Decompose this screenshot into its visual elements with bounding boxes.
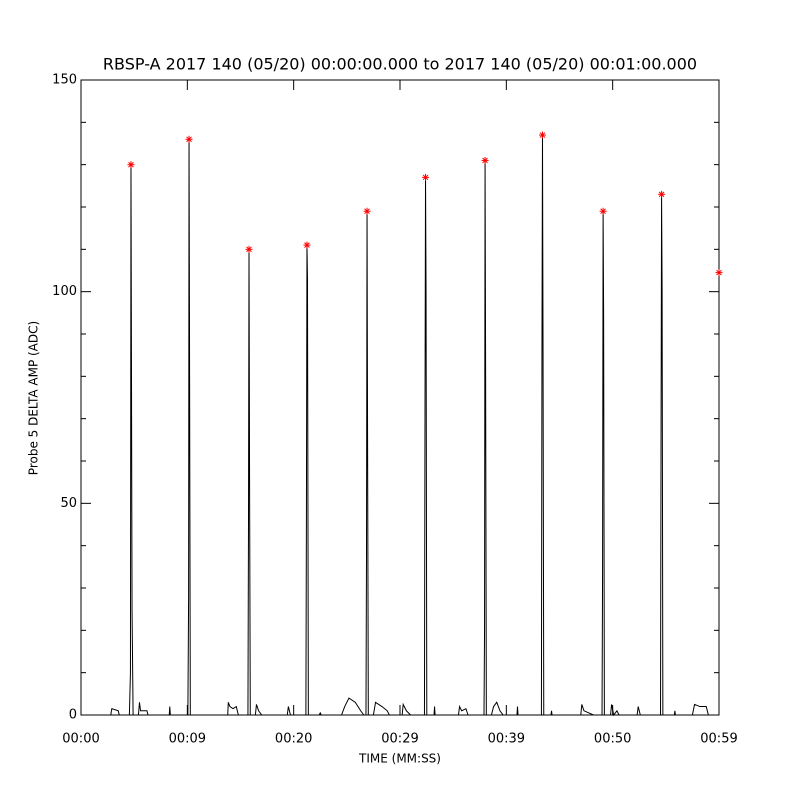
x-tick-label: 00:29 (381, 732, 418, 747)
marker-stroke (600, 208, 606, 215)
x-tick-label: 00:00 (62, 732, 99, 747)
marker-stroke (539, 132, 546, 138)
peak-marker (422, 173, 430, 181)
peak-marker (481, 156, 489, 164)
peak-marker (363, 207, 371, 215)
x-tick-label: 00:59 (700, 732, 737, 747)
plot-frame (80, 79, 720, 716)
y-tick-label: 150 (52, 73, 77, 88)
peak-marker (715, 269, 723, 277)
marker-stroke (422, 174, 429, 181)
marker-stroke (364, 208, 370, 215)
marker-stroke (246, 246, 252, 253)
y-tick-label: 0 (69, 708, 77, 723)
y-axis-label: Probe 5 DELTA AMP (ADC) (27, 321, 41, 475)
marker-stroke (186, 136, 192, 143)
data-line (81, 135, 719, 717)
marker-stroke (658, 191, 665, 198)
peak-marker (599, 207, 607, 215)
peak-marker (127, 161, 135, 169)
chart-title: RBSP-A 2017 140 (05/20) 00:00:00.000 to … (103, 55, 697, 74)
marker-stroke (716, 269, 722, 276)
x-tick-label: 00:39 (488, 732, 525, 747)
marker-stroke (128, 161, 134, 168)
marker-stroke (482, 157, 488, 164)
x-axis-label: TIME (MM:SS) (358, 752, 441, 766)
peak-marker (245, 245, 253, 253)
peak-marker (538, 131, 546, 139)
peak-marker (185, 135, 193, 143)
marker-stroke (304, 242, 310, 248)
x-tick-label: 00:09 (169, 732, 206, 747)
x-tick-label: 00:50 (594, 732, 631, 747)
x-tick-label: 00:20 (275, 732, 312, 747)
y-tick-label: 100 (52, 284, 77, 299)
y-tick-label: 50 (60, 496, 77, 511)
peak-marker (658, 190, 666, 198)
peak-marker (303, 241, 311, 249)
